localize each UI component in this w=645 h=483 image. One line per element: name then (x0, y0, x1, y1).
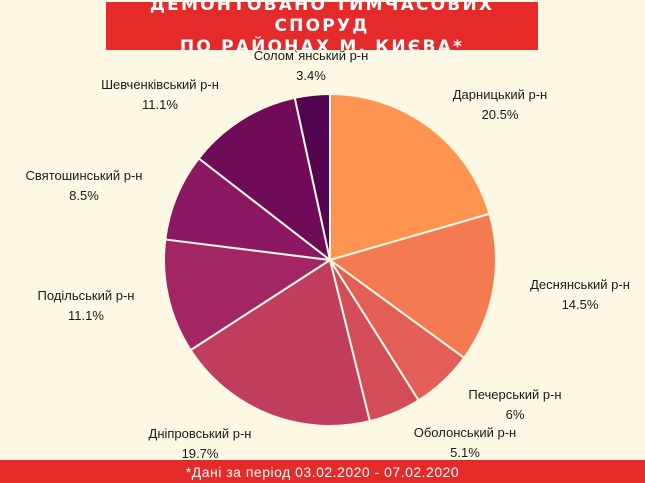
pie-slice-6 (163, 238, 333, 352)
slice-label-name: Деснянський р-н (530, 277, 630, 292)
pie-slice-2 (327, 212, 497, 360)
pie-slice-9 (293, 92, 331, 261)
slice-label-name: Солом`янський р-н (254, 48, 369, 63)
slice-label-name: Дарницький р-н (453, 87, 548, 102)
slice-label-value: 19.7% (182, 446, 219, 461)
slice-label-name: Святошинський р-н (26, 168, 143, 183)
footnote-text: *Дані за період 03.02.2020 - 07.02.2020 (185, 463, 460, 480)
slice-label-value: 11.1% (142, 97, 178, 112)
slice-label-name: Дніпровський р-н (149, 426, 252, 441)
slice-label-value: 5.1% (450, 445, 480, 460)
pie-slice-8 (197, 96, 332, 263)
slice-label-name: Подільський р-н (38, 288, 135, 303)
chart-title-banner: ДЕМОНТОВАНО ТИМЧАСОВИХ СПОРУД ПО РАЙОНАХ… (106, 0, 538, 57)
slice-label-value: 3.4% (296, 68, 326, 83)
pie-slice-5 (189, 258, 372, 427)
slice-label-value: 8.5% (69, 188, 99, 203)
slice-label-value: 14.5% (562, 297, 599, 312)
slice-label-value: 6% (506, 407, 525, 422)
slice-label-name: Шевченківський р-н (101, 77, 219, 92)
slice-label-name: Оболонський р-н (414, 425, 516, 440)
pie-slice-1 (329, 92, 491, 262)
slice-label-name: Печерський р-н (468, 387, 561, 402)
pie-slice-7 (164, 156, 334, 262)
slice-label-value: 20.5% (482, 107, 519, 122)
footnote-banner: *Дані за період 03.02.2020 - 07.02.2020 (0, 460, 645, 483)
chart-title-line-1: ДЕМОНТОВАНО ТИМЧАСОВИХ СПОРУД (149, 0, 495, 36)
chart-title-line-2: ПО РАЙОНАХ М. КИЄВА* (179, 36, 465, 57)
slice-label-value: 11.1% (68, 308, 104, 323)
